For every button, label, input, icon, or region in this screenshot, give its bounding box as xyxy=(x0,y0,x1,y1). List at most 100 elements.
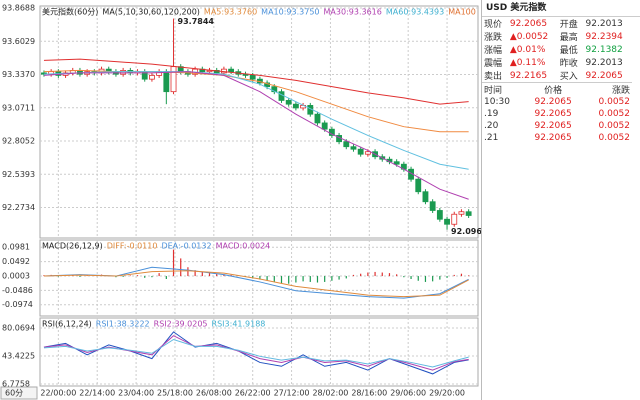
panel-frame xyxy=(39,317,479,387)
macd-bar xyxy=(345,276,347,279)
macd-bar xyxy=(158,273,160,277)
y-tick-label: 0.0492 xyxy=(2,257,30,266)
value: 92.2394 xyxy=(585,31,623,42)
macd-bar xyxy=(396,274,398,277)
candle-body xyxy=(314,113,321,124)
legend-entry: MA10:93.3750 xyxy=(261,8,319,17)
chart: 93.8688 93.6029 93.3370 93.0711 92.8052 92.53… xyxy=(0,4,481,400)
candle-body xyxy=(458,211,465,215)
macd-bar xyxy=(201,271,203,277)
indicator-line xyxy=(43,331,469,375)
time: 10:30 xyxy=(484,97,510,107)
candle-body xyxy=(436,210,443,220)
indicator-line xyxy=(43,71,469,200)
candle-body xyxy=(77,70,83,75)
y-tick-label: 0.0003 xyxy=(2,271,30,280)
macd-bar xyxy=(324,276,326,282)
value: ▲0.11% xyxy=(509,57,546,68)
macd-bar xyxy=(417,276,419,281)
value: 92.2065 xyxy=(509,18,548,29)
y-tick-label: 92.5393 xyxy=(2,170,35,179)
value: 92.2013 xyxy=(585,57,623,68)
macd-bar xyxy=(367,272,369,277)
quote-panel: USD 美元指数 现价 92.2065 开盘 92.2013 涨跌 ▲0.0052 最高 9… xyxy=(481,0,640,400)
panel-subtitle: MA(5,10,30,60,120,200) xyxy=(102,8,200,17)
legend-entry: RSI1:38.3222 xyxy=(96,320,150,329)
macd-bar xyxy=(266,276,268,281)
candle-body xyxy=(451,213,458,225)
indicator-line xyxy=(43,69,469,133)
label: 涨跌 xyxy=(484,33,503,43)
macd-bar xyxy=(288,276,290,284)
legend-entry: MACD:0.0024 xyxy=(216,242,271,251)
y-tick-label: 92.8052 xyxy=(2,137,35,146)
x-tick-label: 29/20:00 xyxy=(429,389,465,398)
candle-body xyxy=(292,103,299,109)
panel-title: RSI(6,12,24) xyxy=(42,320,92,329)
y-tick-label: 0.0981 xyxy=(2,243,30,252)
macd-bar xyxy=(309,276,311,282)
macd-bar xyxy=(403,276,405,278)
label: 开盘 xyxy=(559,20,578,30)
price: 92.2065 xyxy=(534,121,572,131)
candle-body xyxy=(285,100,292,105)
candle-body xyxy=(364,151,371,155)
x-tick-label: 23/04:00 xyxy=(118,389,154,398)
macd-bar xyxy=(388,273,391,277)
macd-bar xyxy=(259,276,261,280)
macd-bar xyxy=(180,258,182,277)
quote-table: 现价 92.2065 开盘 92.2013 涨跌 ▲0.0052 最高 92.2394 涨幅… xyxy=(482,17,632,83)
macd-bar xyxy=(295,276,297,283)
macd-bar xyxy=(302,276,304,282)
macd-bar xyxy=(151,276,153,278)
legend-entry: RSI2:39.0205 xyxy=(154,320,208,329)
change: 0.0052 xyxy=(598,133,631,143)
macd-bar xyxy=(223,274,225,277)
y-tick-label: 6.7758 xyxy=(2,380,30,389)
x-tick-label: 26/22:00 xyxy=(235,389,271,398)
macd-bar xyxy=(144,276,146,278)
candle-body xyxy=(149,75,155,80)
macd-bar xyxy=(446,276,448,278)
value: 92.2013 xyxy=(585,18,623,29)
header: 涨跌 xyxy=(611,86,630,96)
macd-bar xyxy=(136,275,139,277)
change: 0.0052 xyxy=(598,121,631,131)
header: 价格 xyxy=(544,86,563,96)
macd-bar xyxy=(352,274,355,277)
y-tick-label: 93.3370 xyxy=(2,70,35,79)
macd-bar xyxy=(273,276,275,282)
price: 92.2065 xyxy=(534,97,572,107)
ticks-table: 时间 价格 涨跌 10:30 92.2065 0.0052 .19 92.2065 0.00… xyxy=(482,82,632,144)
macd-bar xyxy=(252,276,254,279)
value: 92.2165 xyxy=(509,70,548,81)
panel-title: MACD(26,12,9) xyxy=(42,242,103,251)
macd-bar xyxy=(79,276,81,277)
macd-bar xyxy=(187,267,189,277)
y-tick-label: -0.0974 xyxy=(2,300,33,309)
label: 最低 xyxy=(559,46,578,56)
macd-bar xyxy=(230,274,232,277)
label: 现价 xyxy=(484,20,503,30)
legend-entry: MA60:93.4393 xyxy=(386,8,444,17)
label: 昨收 xyxy=(559,59,578,69)
macd-bar xyxy=(316,276,319,283)
legend-entry: DEA:-0.0132 xyxy=(161,242,211,251)
label: 涨幅 xyxy=(484,46,503,56)
macd-bar xyxy=(410,276,412,279)
candle-body xyxy=(350,146,357,150)
indicator-line xyxy=(43,266,469,299)
macd-bar xyxy=(280,276,283,284)
time: .19 xyxy=(484,109,499,119)
x-tick-label: 28/16:00 xyxy=(351,389,387,398)
candle-body xyxy=(444,218,450,225)
macd-bar xyxy=(122,276,124,277)
x-tick-label: 28/02:00 xyxy=(312,389,348,398)
candle-body xyxy=(415,178,422,193)
indicator-line xyxy=(43,71,469,170)
macd-bar xyxy=(57,276,59,277)
candle-body xyxy=(357,148,364,155)
label: 买入 xyxy=(559,72,578,82)
legend-entry: MA30:93.3616 xyxy=(324,8,382,17)
